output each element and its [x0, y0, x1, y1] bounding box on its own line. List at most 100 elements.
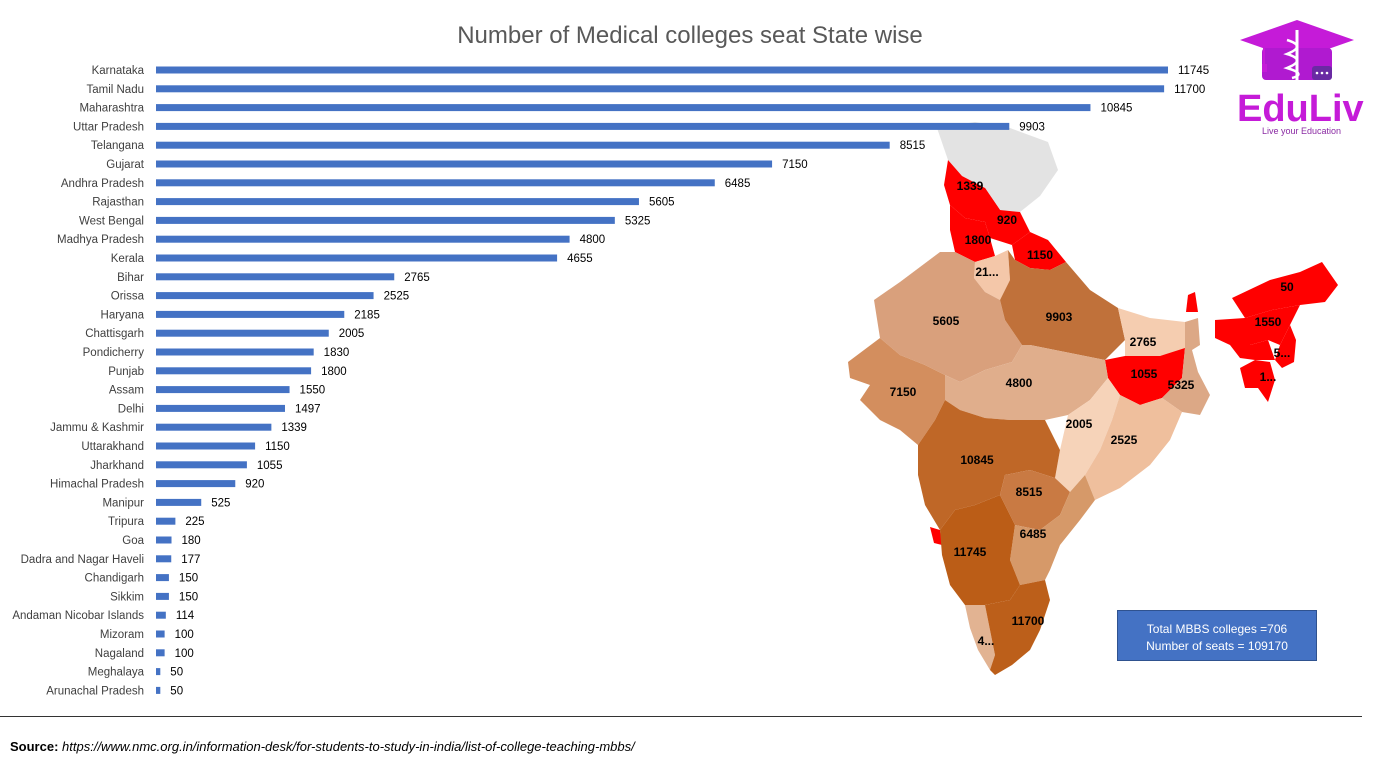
- map-region-sikkim: [1186, 292, 1198, 312]
- category-label-mizoram: Mizoram: [100, 629, 144, 641]
- map-label-tamil-nadu: 11700: [1012, 614, 1045, 628]
- category-label-arunachal-pradesh: Arunachal Pradesh: [46, 685, 144, 697]
- bar-kerala: [156, 254, 558, 262]
- map-region-madhya-pradesh: [945, 345, 1108, 420]
- summary-box: Total MBBS colleges =706 Number of seats…: [1117, 610, 1317, 661]
- value-label-andaman-nicobar-islands: 114: [176, 610, 195, 622]
- category-label-kerala: Kerala: [111, 253, 145, 265]
- source-label: Source:: [10, 739, 59, 754]
- source-url[interactable]: https://www.nmc.org.in/information-desk/…: [62, 739, 635, 754]
- map-label-kerala: 4...: [978, 634, 995, 648]
- bar-goa: [156, 536, 172, 544]
- map-label-bihar: 2765: [1130, 335, 1157, 349]
- value-label-west-bengal: 5325: [625, 215, 651, 227]
- map-region-arunachal: [1232, 262, 1338, 318]
- value-label-rajasthan: 5605: [649, 197, 675, 209]
- category-label-sikkim: Sikkim: [110, 591, 144, 603]
- map-region-andhra-pradesh: [1010, 475, 1095, 585]
- map-label-andhra-pradesh: 6485: [1020, 527, 1047, 541]
- map-label-gujarat: 7150: [890, 385, 917, 399]
- map-label-manipur: 5...: [1274, 346, 1291, 360]
- category-label-haryana: Haryana: [101, 309, 145, 321]
- category-label-nagaland: Nagaland: [95, 648, 144, 660]
- value-label-pondicherry: 1830: [324, 347, 350, 359]
- map-region-manipur: [1275, 325, 1296, 368]
- value-label-chattisgarh: 2005: [339, 328, 365, 340]
- category-label-karnataka: Karnataka: [92, 65, 145, 77]
- bar-west-bengal: [156, 216, 615, 224]
- map-labels: 1339 920 1800 1150 21... 5605 9903 2765 …: [890, 179, 1294, 648]
- map-region-kerala: [965, 605, 995, 670]
- value-label-bihar: 2765: [404, 272, 430, 284]
- value-label-meghalaya: 50: [170, 667, 183, 679]
- value-label-gujarat: 7150: [782, 159, 808, 171]
- value-label-haryana: 2185: [354, 309, 380, 321]
- bar-jharkhand: [156, 461, 247, 469]
- map-region-meghalaya: [1230, 340, 1275, 360]
- category-label-pondicherry: Pondicherry: [83, 347, 145, 359]
- category-label-dadra-and-nagar-haveli: Dadra and Nagar Haveli: [21, 554, 144, 566]
- map-label-west-bengal: 5325: [1168, 378, 1195, 392]
- map-label-telangana: 8515: [1016, 485, 1043, 499]
- map-label-haryana: 21...: [975, 265, 998, 279]
- value-label-madhya-pradesh: 4800: [580, 234, 606, 246]
- bar-maharashtra: [156, 104, 1091, 112]
- bar-andhra-pradesh: [156, 179, 715, 187]
- map-label-jammu-kashmir: 1339: [957, 179, 984, 193]
- category-label-tripura: Tripura: [108, 516, 145, 528]
- value-label-uttar-pradesh: 9903: [1019, 121, 1045, 133]
- value-label-delhi: 1497: [295, 403, 321, 415]
- map-label-assam: 1550: [1255, 315, 1282, 329]
- map-region-jharkhand: [1105, 348, 1185, 405]
- map-label-jharkhand: 1055: [1131, 367, 1158, 381]
- map-region-telangana: [1000, 470, 1070, 530]
- value-label-jammu-kashmir: 1339: [281, 422, 307, 434]
- bar-punjab: [156, 367, 312, 375]
- chart-title: Number of Medical colleges seat State wi…: [457, 22, 923, 49]
- summary-seats: Number of seats = 109170: [1146, 639, 1288, 653]
- category-label-himachal-pradesh: Himachal Pradesh: [50, 479, 144, 491]
- map-label-uttar-pradesh: 9903: [1046, 310, 1073, 324]
- map-region-uttar-pradesh: [1000, 250, 1125, 360]
- category-label-punjab: Punjab: [108, 366, 144, 378]
- bar-gujarat: [156, 160, 773, 168]
- logo-tagline: Live your Education: [1262, 126, 1342, 136]
- category-label-jharkhand: Jharkhand: [90, 460, 144, 472]
- value-label-goa: 180: [182, 535, 201, 547]
- bar-himachal-pradesh: [156, 480, 236, 488]
- category-label-maharashtra: Maharashtra: [79, 103, 144, 115]
- category-label-orissa: Orissa: [111, 291, 145, 303]
- map-label-arunachal: 50: [1280, 280, 1294, 294]
- value-label-dadra-and-nagar-haveli: 177: [181, 554, 200, 566]
- map-label-punjab: 1800: [965, 233, 992, 247]
- value-label-assam: 1550: [300, 385, 326, 397]
- value-label-manipur: 525: [211, 497, 230, 509]
- map-region-chhattisgarh: [1055, 378, 1120, 492]
- bar-tripura: [156, 517, 176, 525]
- bar-delhi: [156, 404, 285, 412]
- category-label-telangana: Telangana: [91, 140, 145, 152]
- footer-divider: [0, 716, 1362, 717]
- value-label-uttarakhand: 1150: [265, 441, 290, 453]
- category-label-meghalaya: Meghalaya: [88, 667, 145, 679]
- logo-name: EduLiv: [1237, 88, 1364, 130]
- map-region-assam: [1215, 305, 1300, 345]
- map-label-himachal: 920: [997, 213, 1017, 227]
- map-region-tamil-nadu: [985, 580, 1050, 675]
- map-region-bihar: [1118, 308, 1190, 356]
- map-label-chhattisgarh: 2005: [1066, 417, 1093, 431]
- map-region-punjab: [950, 205, 995, 262]
- map-region-gujarat: [848, 338, 945, 445]
- bar-meghalaya: [156, 668, 161, 676]
- bar-assam: [156, 386, 290, 394]
- category-label-west-bengal: West Bengal: [79, 215, 144, 227]
- bar-andaman-nicobar-islands: [156, 611, 166, 619]
- bar-arunachal-pradesh: [156, 686, 161, 694]
- bar-tamil-nadu: [156, 85, 1165, 93]
- map-region-goa: [930, 527, 942, 545]
- map-label-uttarakhand: 1150: [1027, 248, 1053, 262]
- category-label-manipur: Manipur: [102, 497, 144, 509]
- map-label-odisha: 2525: [1111, 433, 1138, 447]
